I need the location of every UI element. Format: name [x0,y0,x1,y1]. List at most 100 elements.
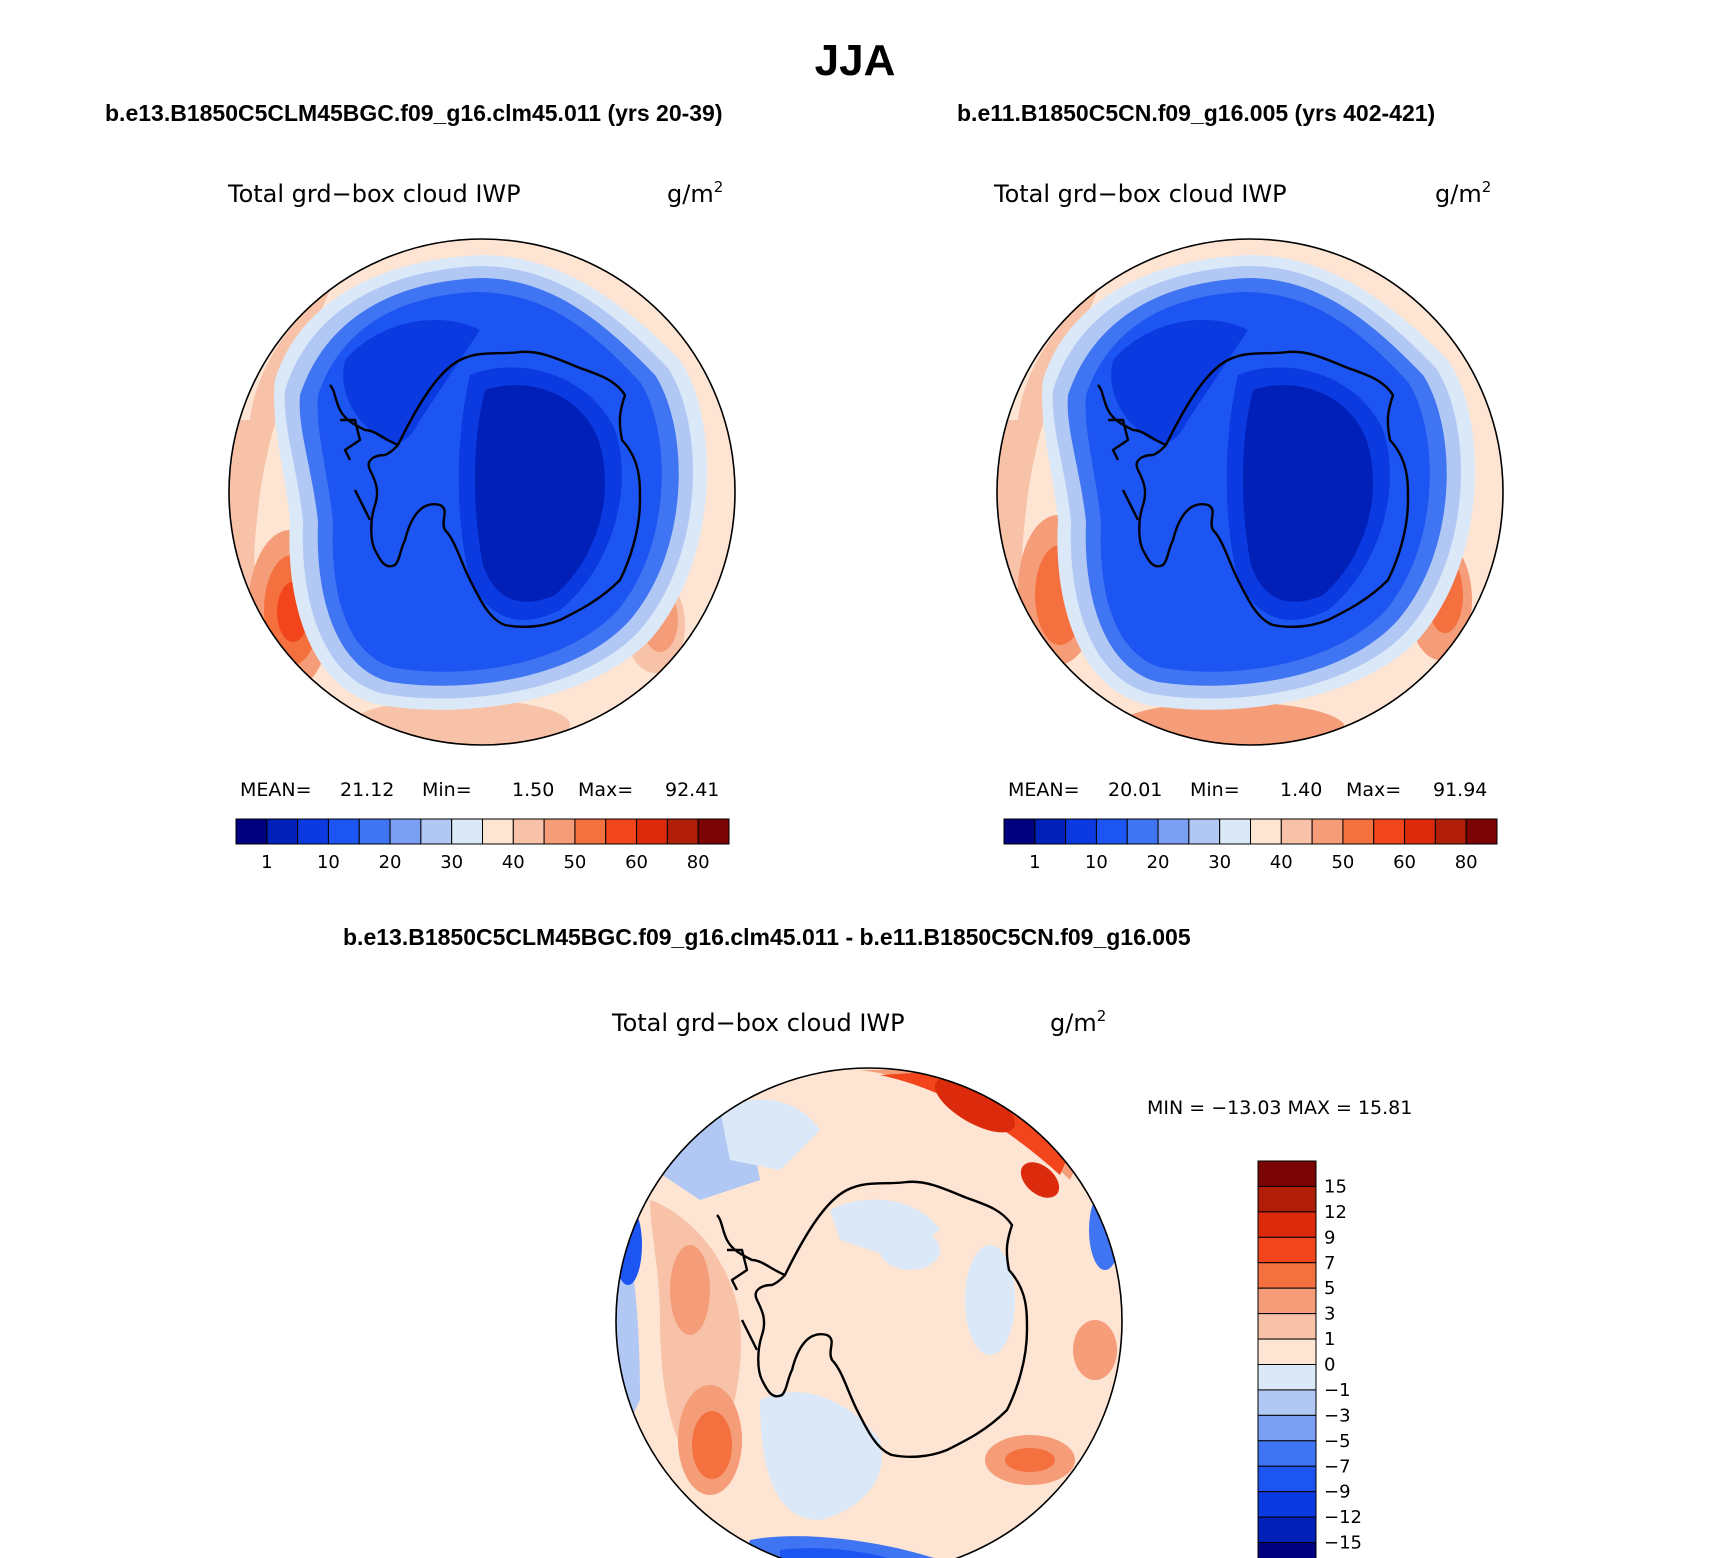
right-colorbar-tick-label: 40 [1270,852,1293,873]
diff-field-name: Total grd−box cloud IWP [611,1009,905,1037]
left-colorbar: 1 10 20 30 40 50 60 80 [235,818,730,873]
right-colorbar-tick-label: 1 [1029,852,1040,873]
panel-left: b.e13.B1850C5CLM45BGC.f09_g16.clm45.011 … [105,100,736,873]
left-colorbar-swatch [697,818,730,845]
left-colorbar-swatch [358,818,391,845]
left-colorbar-tick-label: 40 [502,852,525,873]
diff-colorbar-tick-label: 0 [1324,1355,1335,1376]
diff-colorbar-tick-label: 9 [1324,1227,1335,1248]
left-colorbar-tick-label: 80 [687,852,710,873]
right-colorbar-swatch [1188,818,1221,845]
left-colorbar-swatch [482,818,514,845]
left-colorbar-tick-label: 60 [625,852,648,873]
diff-colorbar-swatch [1257,1236,1317,1264]
left-map-outline [228,238,736,746]
left-field-name: Total grd−box cloud IWP [227,180,521,208]
diff-colorbar-tick-label: −15 [1324,1533,1362,1554]
diff-colorbar-swatch [1257,1542,1317,1558]
right-colorbar-tick-label: 20 [1147,852,1170,873]
diff-colorbar-tick-label: −3 [1324,1405,1351,1426]
left-case-title: b.e13.B1850C5CLM45BGC.f09_g16.clm45.011 … [105,100,723,126]
left-max-label: Max= [578,779,633,801]
left-colorbar-swatch [451,818,483,845]
diff-colorbar-tick-label: 15 [1324,1176,1347,1197]
left-colorbar-swatch [420,818,453,845]
right-min-label: Min= [1190,779,1240,801]
left-colorbar-swatch [389,818,422,845]
right-max-value: 91.94 [1433,779,1487,801]
diff-colorbar-swatch [1257,1185,1317,1213]
right-colorbar-swatch [1065,818,1097,845]
main-title: JJA [815,36,896,85]
left-min-label: Min= [422,779,472,801]
right-map [997,239,1503,745]
left-units-base: g/m [667,180,714,208]
diff-colorbar-tick-label: −7 [1324,1456,1351,1477]
diff-colorbar-swatch [1257,1160,1317,1187]
right-units-exp: 2 [1482,178,1492,196]
right-colorbar-swatch [1157,818,1190,845]
right-colorbar-tick-label: 60 [1393,852,1416,873]
diff-colorbar-swatch [1257,1364,1317,1391]
left-mean-label: MEAN= [240,779,312,801]
right-map-outline [996,238,1504,746]
right-colorbar-tick-label: 10 [1085,852,1108,873]
left-colorbar-tick-label: 10 [317,852,340,873]
diff-colorbar-tick-label: −5 [1324,1431,1351,1452]
right-min-value: 1.40 [1280,779,1322,801]
left-colorbar-swatch [636,818,668,845]
diff-colorbar-swatch [1257,1516,1317,1544]
right-units-base: g/m [1435,180,1482,208]
diff-colorbar-swatch [1257,1440,1317,1467]
right-colorbar-tick-label: 50 [1331,852,1354,873]
diff-colorbar-swatch [1257,1262,1317,1289]
diff-colorbar-swatch [1257,1414,1317,1442]
diff-colorbar-swatch [1257,1338,1317,1365]
left-min-value: 1.50 [512,779,554,801]
left-max-value: 92.41 [665,779,719,801]
left-colorbar-tick-label: 20 [379,852,402,873]
diff-colorbar-tick-label: −9 [1324,1482,1351,1503]
left-colorbar-tick-label: 30 [440,852,463,873]
left-map [229,239,735,745]
diff-colorbar-swatch [1257,1491,1317,1518]
diff-colorbar-tick-label: 1 [1324,1329,1335,1350]
diff-units: g/m2 [1050,1007,1106,1037]
diff-colorbar-tick-label: 3 [1324,1304,1335,1325]
left-colorbar-swatch [543,818,576,845]
right-units: g/m2 [1435,178,1491,208]
right-colorbar-swatch [1404,818,1436,845]
diff-colorbar-tick-label: −12 [1324,1507,1362,1528]
diff-colorbar-swatch [1257,1313,1317,1340]
right-colorbar-tick-label: 30 [1208,852,1231,873]
left-colorbar-swatch [297,818,329,845]
diff-case-title: b.e13.B1850C5CLM45BGC.f09_g16.clm45.011 … [343,924,1191,950]
diff-colorbar: 15 12 9 7 5 3 1 0 −1 −3 −5 −7 −9 −12 −15 [1257,1160,1362,1558]
left-units: g/m2 [667,178,723,208]
right-mean-value: 20.01 [1108,779,1162,801]
left-colorbar-tick-label: 50 [563,852,586,873]
right-mean-label: MEAN= [1008,779,1080,801]
panel-diff: b.e13.B1850C5CLM45BGC.f09_g16.clm45.011 … [343,924,1412,1558]
right-colorbar-swatch [1250,818,1282,845]
left-colorbar-swatch [574,818,607,845]
right-colorbar-swatch [1003,818,1036,845]
panel-right: b.e11.B1850C5CN.f09_g16.005 (yrs 402-421… [957,100,1504,873]
diff-colorbar-swatch [1257,1211,1317,1238]
right-colorbar-swatch [1219,818,1251,845]
left-colorbar-swatch [605,818,638,845]
right-colorbar-swatch [1095,818,1128,845]
right-case-title: b.e11.B1850C5CN.f09_g16.005 (yrs 402-421… [957,100,1435,126]
right-colorbar-swatch [1126,818,1159,845]
diff-colorbar-tick-label: 12 [1324,1202,1347,1223]
diff-map-outline [615,1067,1123,1558]
left-colorbar-swatch [235,818,268,845]
right-colorbar-swatch [1311,818,1344,845]
left-colorbar-swatch [266,818,299,845]
right-colorbar-tick-label: 80 [1455,852,1478,873]
left-colorbar-swatch [327,818,360,845]
diff-minmax: MIN = −13.03 MAX = 15.81 [1147,1097,1412,1119]
right-colorbar-swatch [1034,818,1067,845]
diff-units-exp: 2 [1097,1007,1107,1025]
